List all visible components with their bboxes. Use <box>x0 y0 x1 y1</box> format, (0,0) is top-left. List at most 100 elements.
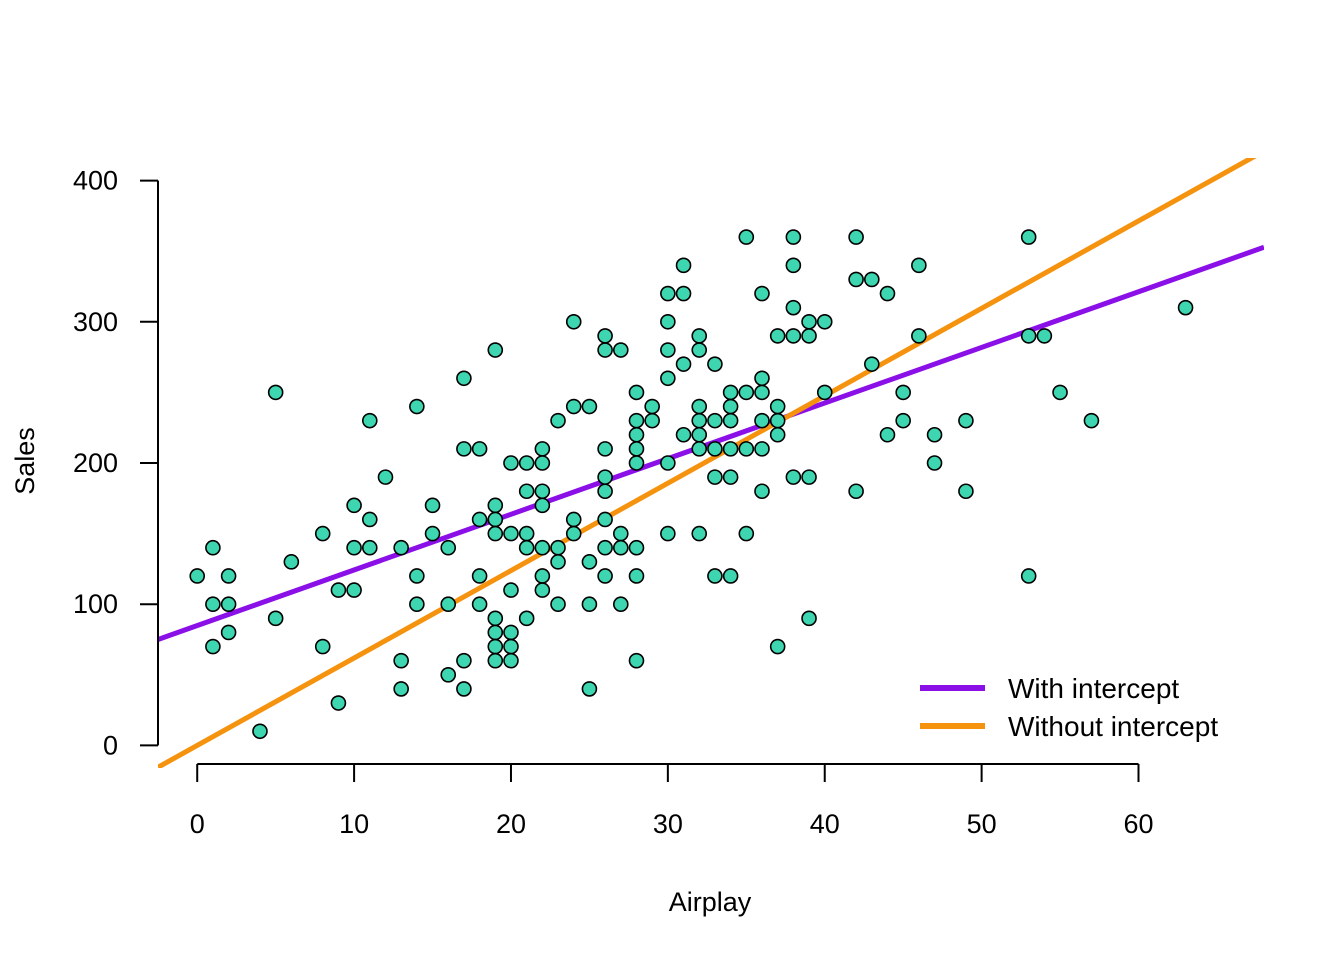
data-point <box>393 652 409 669</box>
data-point <box>864 356 880 372</box>
data-point <box>707 356 723 372</box>
data-point <box>722 469 739 485</box>
data-point <box>675 356 692 372</box>
data-point <box>738 525 755 542</box>
data-point <box>816 384 833 401</box>
data-point <box>848 483 864 500</box>
data-point <box>848 271 864 288</box>
data-point <box>503 455 519 471</box>
data-point <box>565 525 582 542</box>
data-point <box>487 638 504 655</box>
data-point <box>597 568 613 584</box>
data-point <box>393 681 409 697</box>
data-point <box>785 257 802 274</box>
data-point <box>628 455 645 471</box>
y-tick-label: 0 <box>103 730 118 760</box>
data-point <box>612 596 629 613</box>
data-point <box>581 398 598 415</box>
data-point <box>471 511 488 528</box>
data-point <box>565 398 582 415</box>
x-tick-label: 10 <box>339 809 369 839</box>
data-point <box>456 441 472 457</box>
data-point <box>691 441 708 457</box>
data-point <box>487 525 504 542</box>
data-point <box>628 652 645 669</box>
y-tick-label: 200 <box>73 448 118 478</box>
data-point <box>597 469 613 485</box>
data-point <box>707 441 723 457</box>
data-point <box>518 455 535 471</box>
legend-label: With intercept <box>1008 673 1179 704</box>
data-point <box>1177 299 1194 316</box>
data-point <box>393 539 409 556</box>
data-point <box>597 511 613 528</box>
y-tick-label: 100 <box>73 589 118 619</box>
data-point <box>628 568 645 584</box>
data-point <box>424 525 441 542</box>
data-point <box>597 539 613 556</box>
data-point <box>1083 412 1100 429</box>
data-point <box>550 539 566 556</box>
data-point <box>1020 229 1037 245</box>
data-point <box>503 525 519 542</box>
data-point <box>550 412 566 429</box>
data-point <box>785 328 802 344</box>
data-point <box>785 299 802 316</box>
data-point <box>565 313 582 330</box>
data-point <box>628 539 645 556</box>
data-point <box>612 342 629 358</box>
data-point <box>926 455 943 471</box>
data-point <box>958 483 974 500</box>
data-point <box>644 398 660 415</box>
data-point <box>707 412 723 429</box>
data-point <box>581 596 598 613</box>
data-point <box>346 582 362 598</box>
data-point <box>722 398 739 415</box>
data-point <box>691 342 708 358</box>
data-point <box>503 638 519 655</box>
data-point <box>581 681 598 697</box>
data-point <box>456 370 472 387</box>
data-point <box>440 596 457 613</box>
data-point <box>660 525 676 542</box>
data-point <box>801 610 817 627</box>
data-point <box>361 412 378 429</box>
data-point <box>424 497 441 514</box>
data-point <box>879 426 896 443</box>
data-point <box>864 271 880 288</box>
data-point <box>722 441 739 457</box>
data-point <box>581 554 598 570</box>
data-point <box>597 328 613 344</box>
data-point <box>283 554 300 570</box>
data-point <box>801 313 817 330</box>
data-point <box>628 441 645 457</box>
data-point <box>330 582 347 598</box>
data-point <box>205 596 221 613</box>
data-point <box>267 384 284 401</box>
data-point <box>1020 568 1037 584</box>
data-point <box>487 652 504 669</box>
data-point <box>267 610 284 627</box>
data-point <box>660 455 676 471</box>
legend: With intercept Without intercept <box>920 673 1218 742</box>
data-point <box>754 384 770 401</box>
data-point <box>644 412 660 429</box>
data-point <box>456 652 472 669</box>
data-point <box>722 412 739 429</box>
data-point <box>487 342 504 358</box>
x-axis: 0 10 20 30 40 50 60 <box>190 763 1154 839</box>
data-point <box>314 525 331 542</box>
regression-line-without-intercept <box>158 158 1257 768</box>
data-point <box>205 638 221 655</box>
data-point <box>518 539 535 556</box>
x-axis-title: Airplay <box>669 887 752 917</box>
data-point <box>691 426 708 443</box>
legend-label: Without intercept <box>1008 711 1218 742</box>
data-point <box>785 469 802 485</box>
data-point <box>409 398 425 415</box>
data-point <box>503 652 519 669</box>
data-point <box>769 426 786 443</box>
data-point <box>754 441 770 457</box>
data-point <box>769 412 786 429</box>
